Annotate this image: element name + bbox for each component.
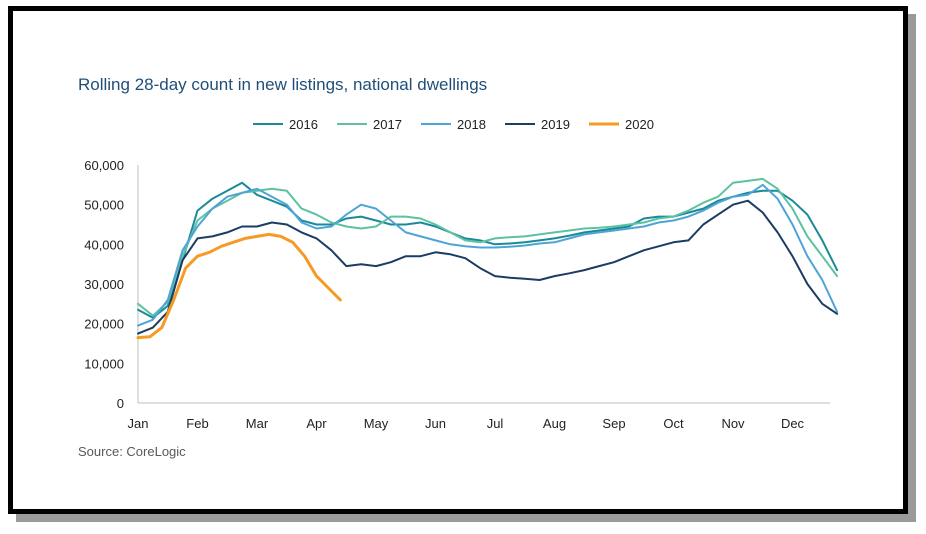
legend-item-2017: 2017 bbox=[337, 117, 402, 132]
x-tick-label: Mar bbox=[246, 416, 269, 431]
series-line-2019 bbox=[137, 199, 839, 335]
x-tick-label: May bbox=[364, 416, 389, 431]
legend-item-2016: 2016 bbox=[253, 117, 318, 132]
series-line-2018 bbox=[137, 183, 839, 327]
y-tick-label: 30,000 bbox=[84, 277, 124, 292]
legend-label: 2020 bbox=[625, 117, 654, 132]
series-line-2017 bbox=[137, 177, 839, 317]
y-tick-label: 0 bbox=[117, 396, 124, 411]
legend-label: 2017 bbox=[373, 117, 402, 132]
chart-title: Rolling 28-day count in new listings, na… bbox=[78, 75, 488, 94]
x-tick-label: Oct bbox=[663, 416, 684, 431]
legend-item-2020: 2020 bbox=[589, 117, 654, 132]
chart-lines bbox=[136, 177, 839, 340]
legend-item-2018: 2018 bbox=[421, 117, 486, 132]
chart-axes: 0 10,000 20,000 30,000 40,000 50,000 60,000 Jan… bbox=[84, 158, 830, 431]
chart-frame bbox=[8, 6, 908, 514]
x-tick-label: Nov bbox=[721, 416, 745, 431]
source-note: Source: CoreLogic bbox=[78, 444, 186, 459]
legend-item-2019: 2019 bbox=[505, 117, 570, 132]
y-tick-label: 60,000 bbox=[84, 158, 124, 173]
x-tick-label: Jun bbox=[425, 416, 446, 431]
x-tick-label: Sep bbox=[602, 416, 625, 431]
y-tick-label: 40,000 bbox=[84, 237, 124, 252]
series-line-2016 bbox=[137, 181, 839, 319]
legend-label: 2016 bbox=[289, 117, 318, 132]
x-tick-label: Aug bbox=[543, 416, 566, 431]
x-tick-label: Apr bbox=[306, 416, 327, 431]
x-tick-label: Jul bbox=[487, 416, 504, 431]
x-tick-label: Feb bbox=[186, 416, 208, 431]
series-line-2020 bbox=[136, 232, 342, 340]
y-tick-label: 20,000 bbox=[84, 317, 124, 332]
legend-label: 2018 bbox=[457, 117, 486, 132]
y-tick-label: 10,000 bbox=[84, 356, 124, 371]
y-tick-label: 50,000 bbox=[84, 198, 124, 213]
x-tick-label: Jan bbox=[128, 416, 149, 431]
x-tick-label: Dec bbox=[781, 416, 805, 431]
legend-label: 2019 bbox=[541, 117, 570, 132]
chart-legend: 2016 2017 2018 2019 2020 bbox=[253, 117, 654, 132]
